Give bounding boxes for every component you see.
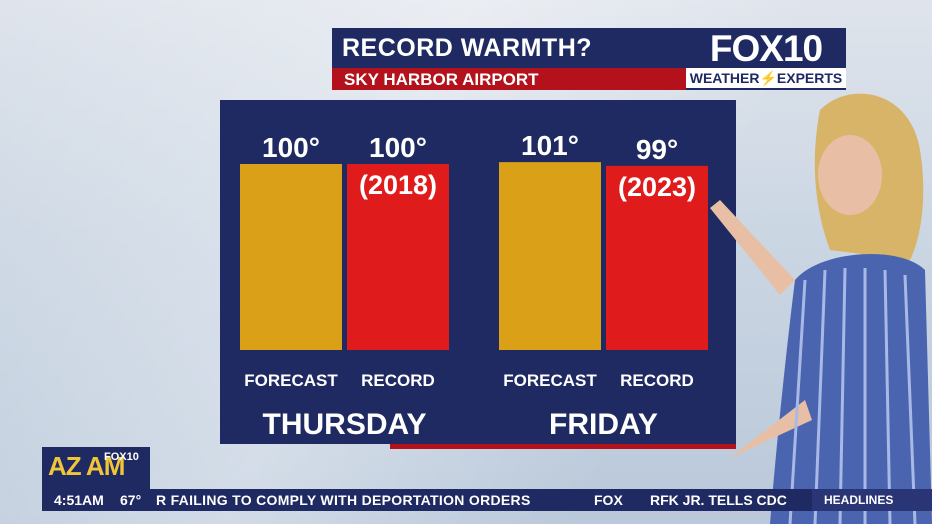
ticker-section-label: HEADLINES — [824, 493, 894, 507]
bar-value-label: 100° — [262, 132, 320, 163]
logo-text: FOX10 — [709, 28, 823, 69]
logo-tagline: WEATHER⚡EXPERTS — [686, 68, 846, 88]
bar-value-label: 100° — [369, 132, 427, 163]
day-label: FRIDAY — [549, 408, 658, 441]
day-label: THURSDAY — [263, 408, 427, 441]
station-logo: FOX10 WEATHER⚡EXPERTS — [686, 28, 846, 90]
ticker-network-logo: FOX — [594, 492, 623, 508]
chart-title: RECORD WARMTH? — [342, 34, 593, 62]
record-bar — [347, 164, 449, 350]
ticker-story: RFK JR. TELLS CDC — [650, 492, 787, 508]
chart-accent-bar — [390, 444, 736, 449]
ticker-section: HEADLINES — [812, 489, 932, 511]
forecast-bar — [240, 164, 342, 350]
forecast-bar — [499, 162, 601, 350]
record-bar — [606, 165, 708, 350]
ticker-temp: 67° — [120, 492, 142, 508]
bar-value-label: 99° — [636, 134, 678, 165]
record-year-label: (2023) — [618, 172, 696, 202]
category-label: FORECAST — [244, 371, 338, 390]
bar-chart: 100° FORECAST 100° (2018) RECORD THURSDAY 101°… — [240, 130, 708, 441]
show-logo-text: AZ AM — [48, 451, 125, 481]
chart-subtitle: SKY HARBOR AIRPORT — [344, 70, 539, 89]
category-label: FORECAST — [503, 371, 597, 390]
subtitle-banner: SKY HARBOR AIRPORT — [332, 68, 686, 90]
record-year-label: (2018) — [359, 170, 437, 200]
category-label: RECORD — [361, 371, 435, 390]
presenter-figure — [710, 93, 932, 524]
title-banner: RECORD WARMTH? — [332, 28, 686, 68]
show-logo-network: FOX10 — [104, 451, 139, 463]
category-label: RECORD — [620, 371, 694, 390]
show-logo: AZ AM FOX10 — [42, 447, 150, 489]
news-ticker: 4:51AM 67° R FAILING TO COMPLY WITH DEPO… — [42, 489, 932, 511]
bar-value-label: 101° — [521, 130, 579, 161]
ticker-story: R FAILING TO COMPLY WITH DEPORTATION ORD… — [156, 492, 531, 508]
ticker-time: 4:51AM — [54, 492, 104, 508]
